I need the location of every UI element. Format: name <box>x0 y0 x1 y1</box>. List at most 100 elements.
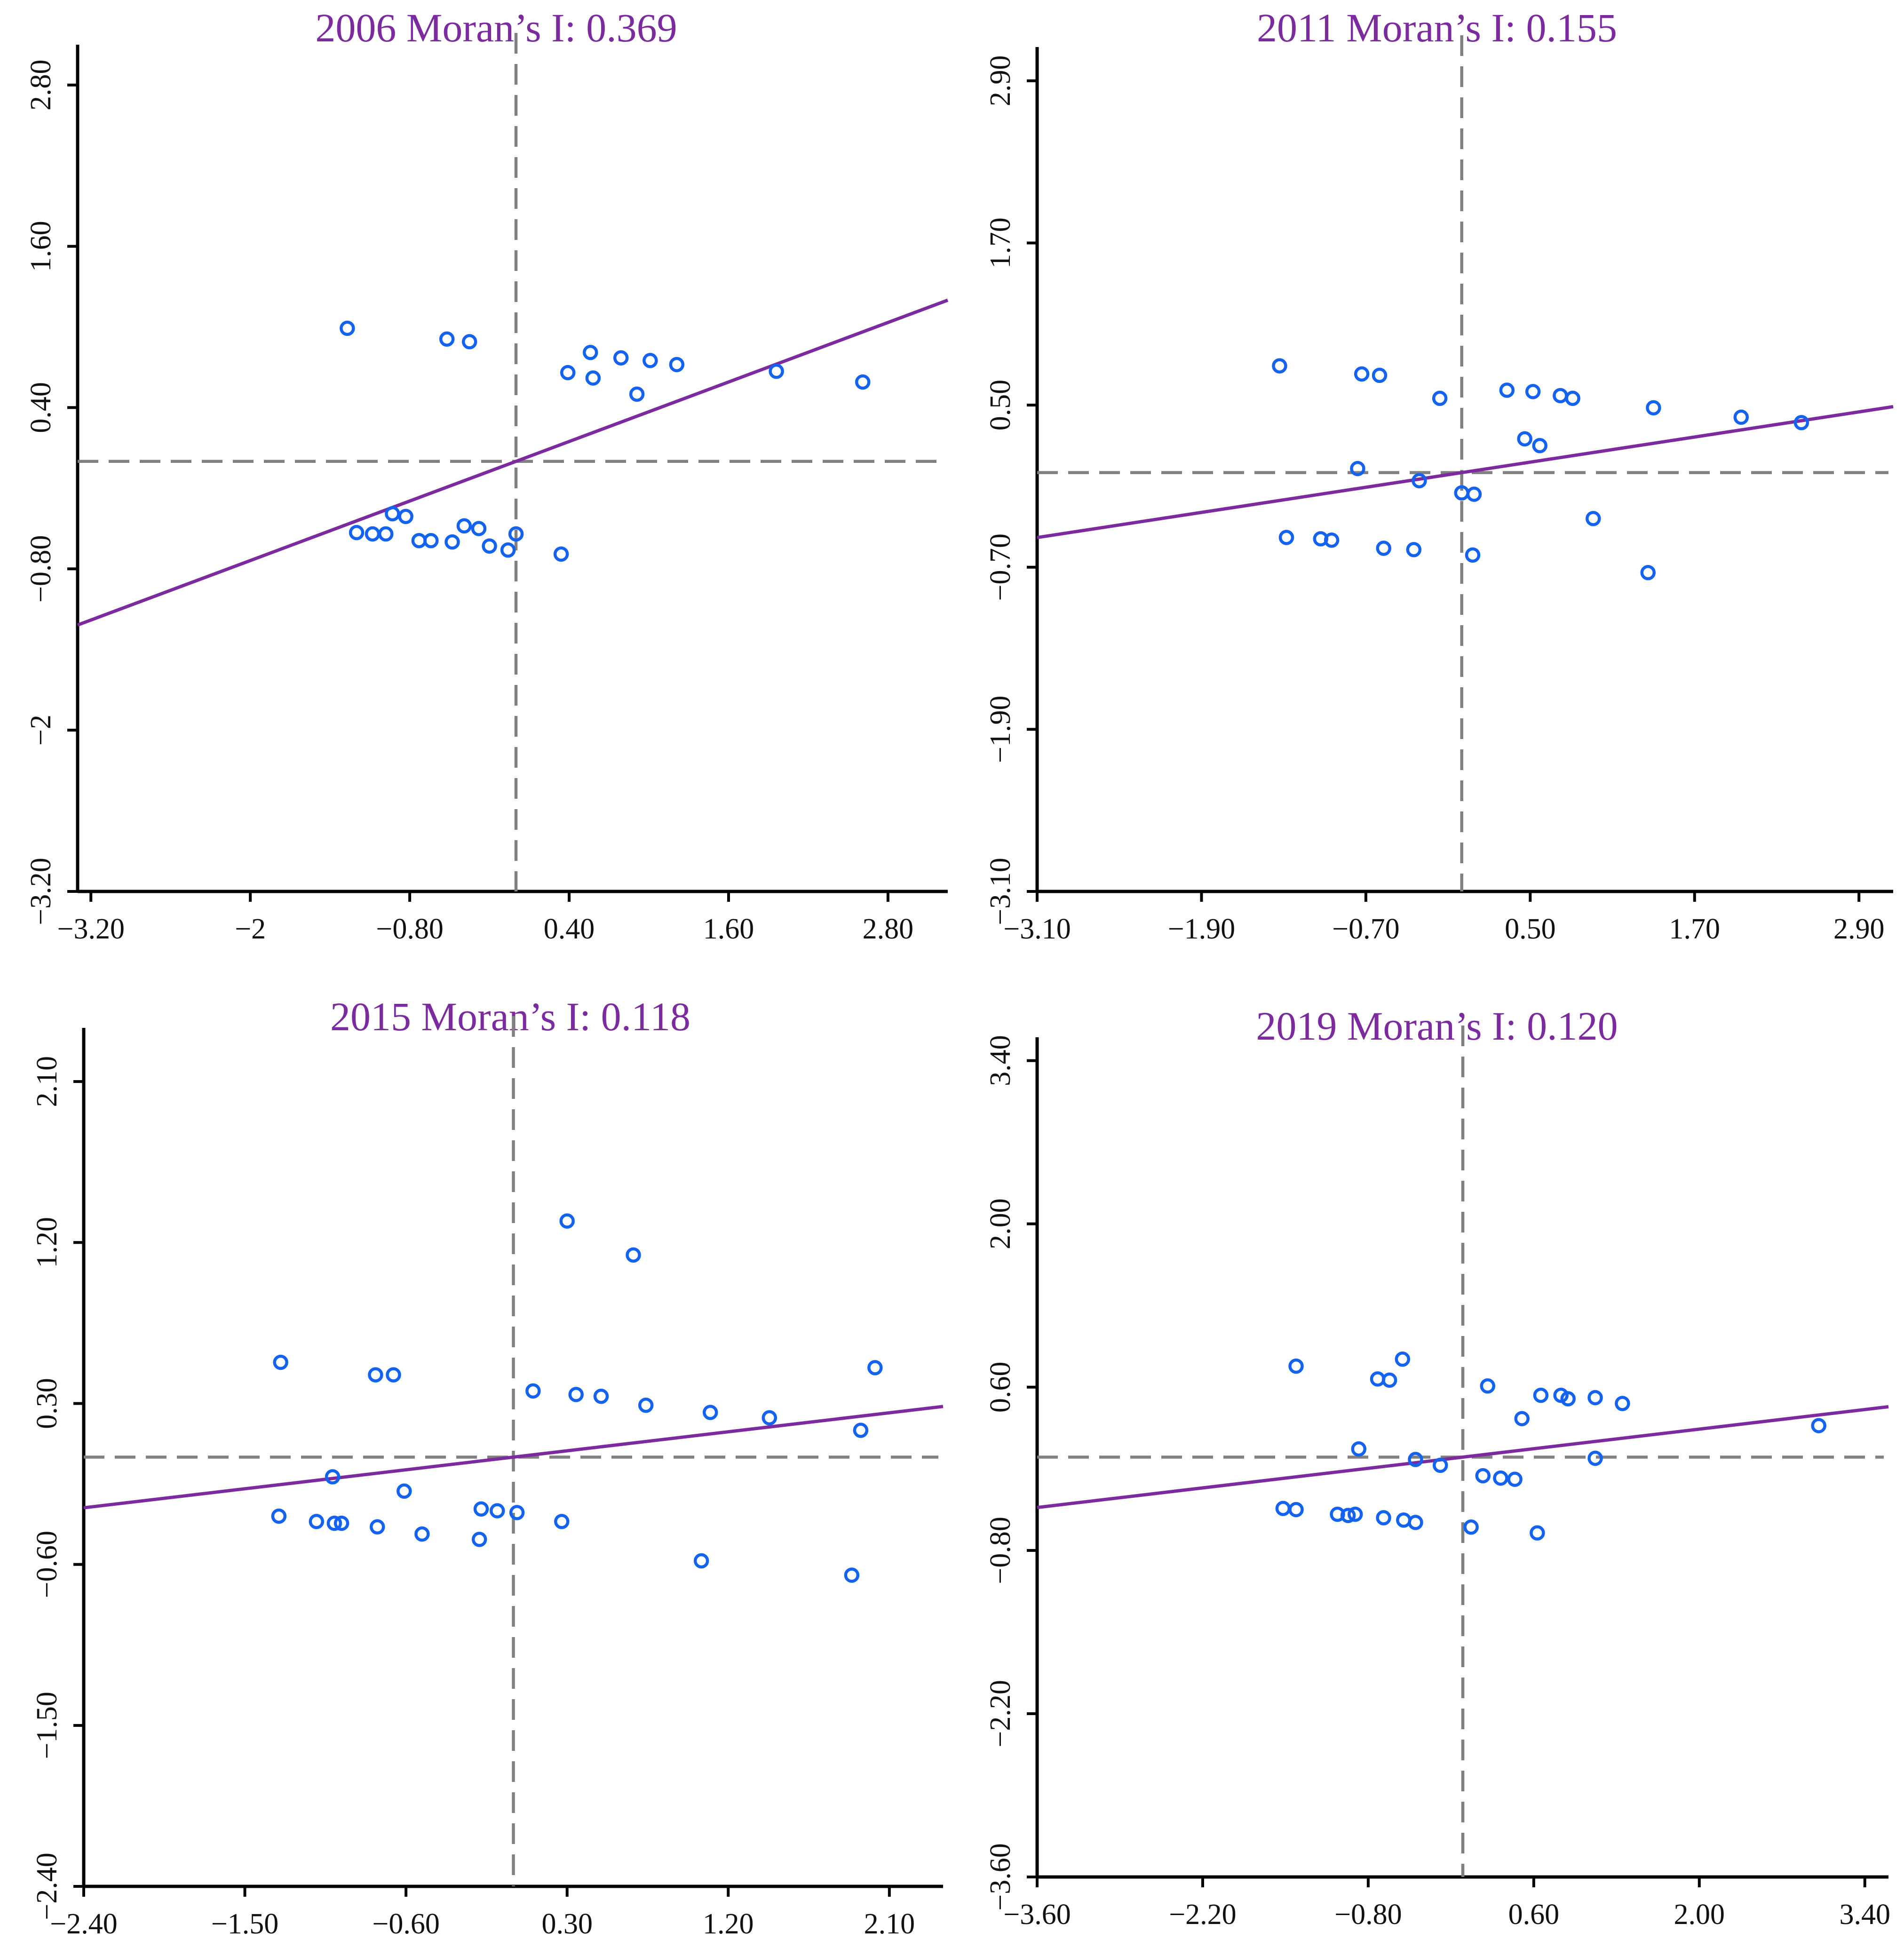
x-tick-label: 2.00 <box>1674 1899 1725 1931</box>
data-point <box>613 350 629 366</box>
data-point <box>1376 1510 1391 1526</box>
data-point <box>1408 1452 1423 1467</box>
y-tick-label: −2 <box>25 715 57 746</box>
data-point <box>1480 1378 1496 1394</box>
data-point <box>638 1397 654 1413</box>
y-tick-label: −0.70 <box>984 533 1016 601</box>
data-point <box>525 1383 541 1399</box>
data-point <box>444 534 460 550</box>
y-tick-label: −2.40 <box>31 1853 63 1920</box>
data-point <box>1275 1501 1291 1516</box>
data-point <box>340 320 355 336</box>
y-tick-label: −3.60 <box>984 1843 1016 1910</box>
y-tick-label: −1.50 <box>31 1692 63 1759</box>
x-tick-label: −0.60 <box>372 1908 439 1940</box>
data-point <box>1586 511 1601 526</box>
data-point <box>853 1423 869 1438</box>
data-point <box>365 526 381 542</box>
x-tick-label: 2.10 <box>864 1908 915 1940</box>
data-point <box>411 533 427 549</box>
data-point <box>553 546 569 562</box>
data-point <box>1525 384 1541 399</box>
y-tick-label: 1.60 <box>25 221 57 272</box>
data-point <box>1324 533 1340 548</box>
x-tick-label: 0.40 <box>544 913 595 945</box>
data-point <box>1350 461 1365 477</box>
data-point <box>693 1553 709 1569</box>
data-point <box>489 1503 505 1519</box>
regression-line <box>1037 405 1894 540</box>
data-point <box>702 1405 718 1420</box>
data-point <box>1793 415 1809 430</box>
data-point <box>1514 1411 1530 1426</box>
y-tick-label: 2.90 <box>984 56 1016 107</box>
y-tick-label: −3.10 <box>984 858 1016 925</box>
data-point <box>508 526 524 542</box>
x-tick-label: −1.50 <box>211 1908 278 1940</box>
data-point <box>1396 1512 1412 1528</box>
data-point <box>1288 1358 1304 1374</box>
data-point <box>1395 1352 1411 1367</box>
x-tick-label: 0.50 <box>1505 913 1556 945</box>
y-tick-label: −1.90 <box>984 696 1016 763</box>
data-point <box>1432 1457 1448 1473</box>
panel-2006: 2006 Moran’s I: 0.369 −3.20 −2 −0.80 0.40 1.… <box>25 5 949 945</box>
data-point <box>1499 382 1515 398</box>
x-tick-label: 2.80 <box>863 913 914 945</box>
data-point <box>855 374 871 390</box>
data-point <box>1553 388 1568 404</box>
y-tick-label: −0.80 <box>25 535 57 603</box>
data-point <box>1463 1519 1479 1535</box>
data-point <box>1475 1468 1491 1484</box>
data-point <box>1517 431 1532 447</box>
data-point <box>309 1514 325 1529</box>
data-point <box>368 1367 383 1383</box>
data-point <box>273 1354 288 1370</box>
panel-title: 2006 Moran’s I: 0.369 <box>315 5 677 50</box>
x-tick-label: 1.70 <box>1669 913 1721 945</box>
data-point <box>509 1505 525 1520</box>
data-point <box>1532 437 1547 453</box>
x-tick-label: 3.40 <box>1839 1899 1890 1931</box>
data-point <box>1278 530 1294 545</box>
x-tick-label: −3.10 <box>1003 913 1071 945</box>
data-point <box>397 1483 412 1499</box>
data-point <box>1733 409 1749 425</box>
data-point <box>1381 1372 1397 1388</box>
y-tick-label: 0.50 <box>984 380 1016 431</box>
data-point <box>1376 541 1391 556</box>
data-point <box>1372 367 1388 383</box>
data-point <box>461 334 477 350</box>
x-tick-label: −1.90 <box>1168 913 1235 945</box>
panel-title: 2019 Moran’s I: 0.120 <box>1256 1003 1618 1049</box>
x-tick-label: 2.90 <box>1833 913 1885 945</box>
data-point <box>1347 1506 1363 1522</box>
data-point <box>1408 1515 1423 1530</box>
data-point <box>1354 366 1370 382</box>
data-point <box>1530 1525 1545 1541</box>
x-tick-label: −2 <box>235 913 266 945</box>
data-point <box>333 1515 349 1531</box>
x-tick-label: 1.20 <box>703 1908 754 1940</box>
data-point <box>1565 390 1580 406</box>
data-point <box>1288 1502 1304 1518</box>
panel-2019: 2019 Moran’s I: 0.120 −3.60 −2.20 −0.80 0.6… <box>984 1003 1890 1931</box>
data-point <box>867 1360 883 1376</box>
regression-line <box>83 1405 944 1510</box>
data-point <box>559 1213 575 1229</box>
data-point <box>582 345 598 360</box>
data-point <box>1412 473 1427 489</box>
panel-title: 2011 Moran’s I: 0.155 <box>1257 5 1617 50</box>
x-tick-label: −2.40 <box>50 1908 117 1940</box>
data-point <box>626 1247 641 1263</box>
x-tick-label: −3.20 <box>57 913 125 945</box>
x-tick-label: −3.60 <box>1003 1899 1071 1931</box>
data-point <box>325 1469 341 1485</box>
data-point <box>398 509 413 525</box>
data-point <box>1533 1387 1549 1403</box>
data-point <box>473 1501 489 1517</box>
data-point <box>500 542 516 558</box>
data-point <box>423 533 439 549</box>
regression-line <box>77 298 949 627</box>
data-point <box>1587 1390 1603 1406</box>
